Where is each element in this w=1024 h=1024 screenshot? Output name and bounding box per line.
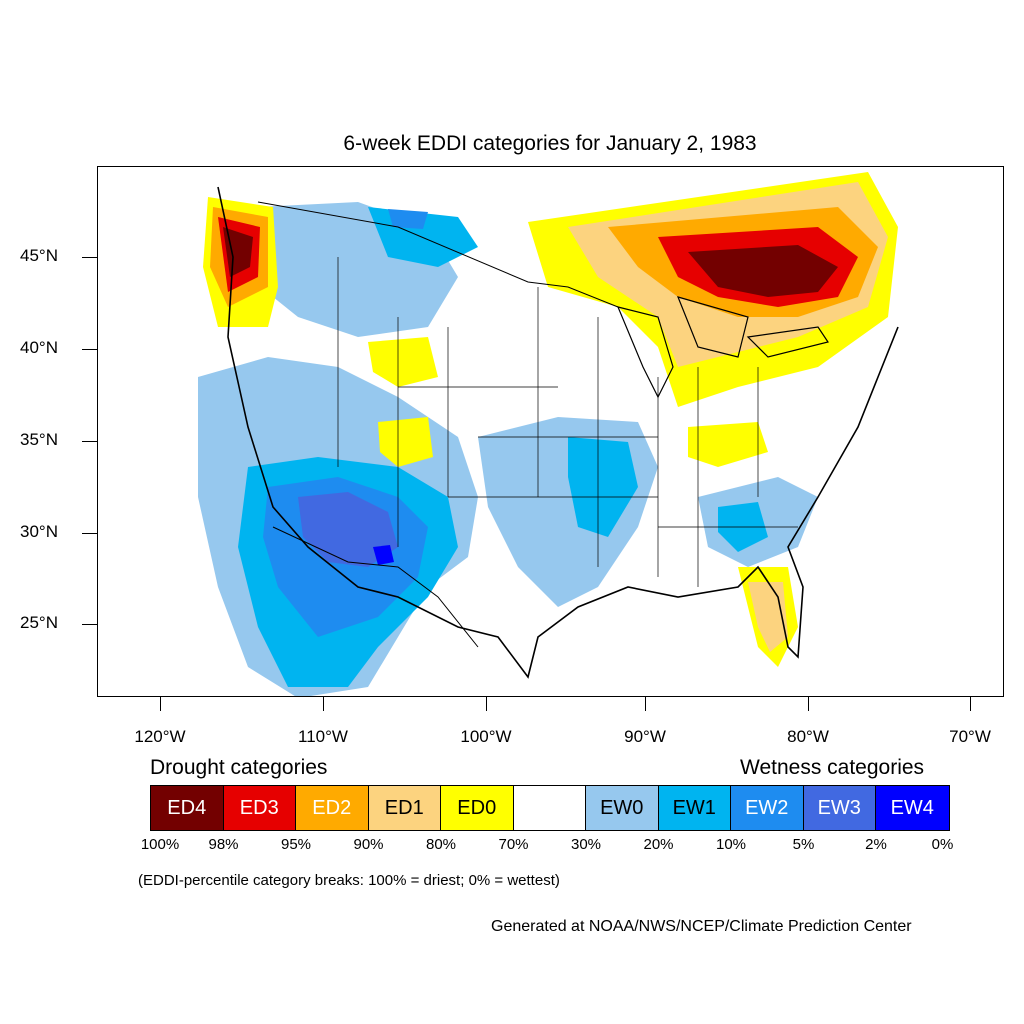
us-outline <box>217 186 899 679</box>
legend-cell-ed1: ED1 <box>368 786 441 830</box>
lon-tick-80 <box>808 697 809 711</box>
percent-break-label: 0% <box>931 836 954 853</box>
legend-cell-ed4: ED4 <box>151 786 224 830</box>
state-lines <box>337 257 798 587</box>
lat-tick-45 <box>82 257 97 258</box>
lon-tick-110 <box>323 697 324 711</box>
mexico-border <box>272 526 479 648</box>
legend-cell-ew1: EW1 <box>658 786 731 830</box>
lon-label-110: 110°W <box>298 727 348 746</box>
lon-label-120: 120°W <box>134 727 186 746</box>
legend-cell-ed2: ED2 <box>296 786 369 830</box>
lat-label-40: 40°N <box>20 338 58 357</box>
northeast-drought-ed4 <box>688 245 838 297</box>
percent-break-label: 100% <box>140 836 180 853</box>
legend-cell-ed3: ED3 <box>223 786 296 830</box>
lon-tick-100 <box>486 697 487 711</box>
legend-cell-ew2: EW2 <box>731 786 804 830</box>
southwest-ew4-spot <box>373 545 394 565</box>
canada-border <box>257 201 619 308</box>
drought-heading: Drought categories <box>150 756 328 779</box>
percent-break-label: 95% <box>280 836 312 853</box>
percent-break-label: 90% <box>353 836 384 853</box>
percent-break-label: 2% <box>865 836 887 853</box>
eddi-map <box>97 166 1004 697</box>
lon-label-100: 100°W <box>460 727 512 746</box>
lat-tick-30 <box>82 533 97 534</box>
percent-break-label: 70% <box>498 836 529 853</box>
percent-break-label: 20% <box>643 836 674 853</box>
legend-cell-ew3: EW3 <box>803 786 876 830</box>
central-rockies-ed0 <box>368 337 438 387</box>
northwest-ew2-spot <box>388 209 428 229</box>
legend-cell-ew0: EW0 <box>586 786 659 830</box>
pacific-nw-drought-ed4 <box>223 227 253 277</box>
legend-cell-neutral <box>513 786 586 830</box>
lon-tick-70 <box>970 697 971 711</box>
great-lakes <box>616 296 829 399</box>
percent-break-label: 98% <box>208 836 239 853</box>
lat-label-30: 30°N <box>20 522 58 541</box>
lat-tick-40 <box>82 349 97 350</box>
lon-label-70: 70°W <box>949 727 991 746</box>
lon-label-90: 90°W <box>624 727 666 746</box>
legend-cell-ew4: EW4 <box>876 786 949 830</box>
map-canvas <box>198 172 899 696</box>
lon-tick-90 <box>645 697 646 711</box>
lat-label-45: 45°N <box>20 246 58 265</box>
lat-tick-25 <box>82 624 97 625</box>
category-note: (EDDI-percentile category breaks: 100% =… <box>138 872 560 889</box>
legend-color-bar: ED4 ED3 ED2 ED1 ED0 EW0 EW1 EW2 EW3 EW4 <box>150 785 950 831</box>
percent-break-label: 10% <box>715 836 747 853</box>
percent-break-label: 5% <box>792 836 815 853</box>
credit-line: Generated at NOAA/NWS/NCEP/Climate Predi… <box>491 918 912 935</box>
lat-tick-35 <box>82 441 97 442</box>
southwest-ew3-region <box>298 492 398 567</box>
percent-break-label: 80% <box>425 836 457 853</box>
lat-label-35: 35°N <box>20 430 58 449</box>
lon-label-80: 80°W <box>787 727 829 746</box>
percent-break-label: 30% <box>570 836 602 853</box>
legend-cell-ed0: ED0 <box>441 786 514 830</box>
colorado-ed0 <box>378 417 433 467</box>
lon-tick-120 <box>160 697 161 711</box>
plains-ew1-region <box>568 437 638 537</box>
ohio-valley-ed0 <box>688 422 768 467</box>
map-title: 6-week EDDI categories for January 2, 19… <box>343 132 757 155</box>
wetness-heading: Wetness categories <box>740 756 925 779</box>
lat-label-25: 25°N <box>20 613 58 632</box>
